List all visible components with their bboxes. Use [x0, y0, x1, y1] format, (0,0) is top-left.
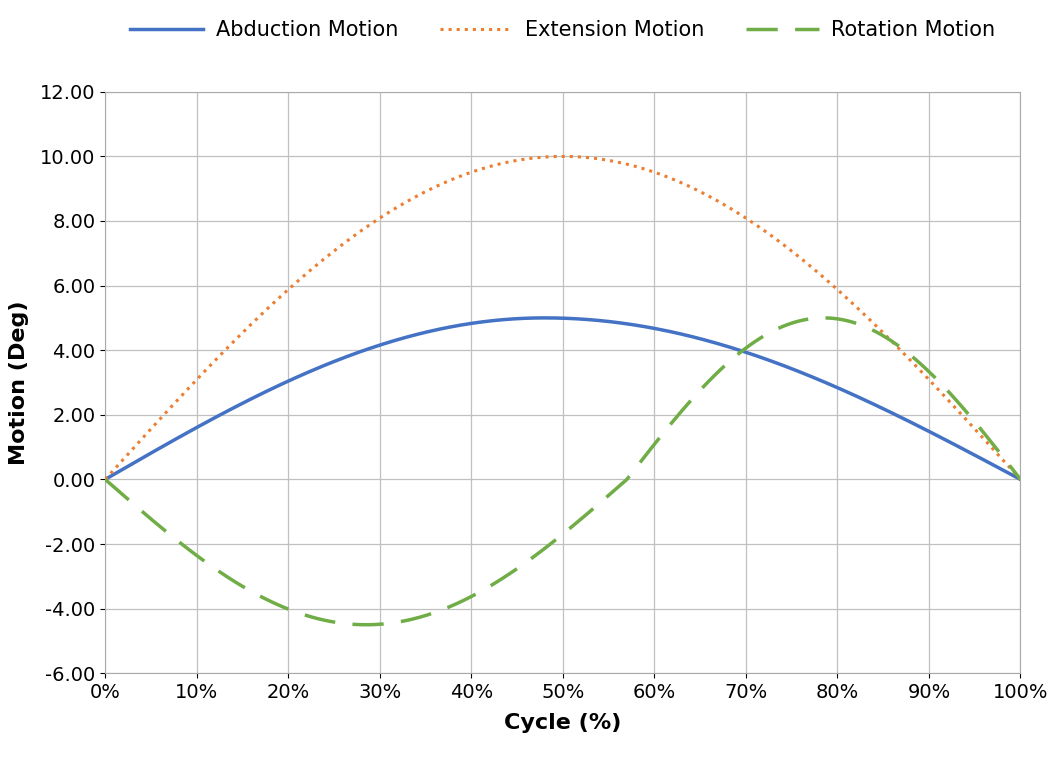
- Abduction Motion: [728, 344, 741, 353]
- X-axis label: Cycle (%): Cycle (%): [504, 713, 622, 733]
- Rotation Motion: [831, 314, 844, 324]
- Extension Motion: [728, 207, 741, 216]
- Rotation Motion: [193, 552, 205, 562]
- Abduction Motion: [99, 475, 112, 484]
- Line: Abduction Motion: Abduction Motion: [105, 318, 1020, 480]
- Extension Motion: [813, 269, 826, 278]
- Legend: Abduction Motion, Extension Motion, Rotation Motion: Abduction Motion, Extension Motion, Rota…: [122, 12, 1004, 49]
- Abduction Motion: [813, 376, 826, 385]
- Rotation Motion: [1014, 475, 1027, 484]
- Y-axis label: Motion (Deg): Motion (Deg): [8, 300, 28, 465]
- Abduction Motion: [502, 314, 514, 324]
- Extension Motion: [830, 284, 843, 293]
- Abduction Motion: [469, 318, 482, 327]
- Rotation Motion: [99, 475, 112, 484]
- Extension Motion: [1014, 475, 1027, 484]
- Rotation Motion: [728, 353, 741, 362]
- Rotation Motion: [817, 314, 830, 323]
- Line: Extension Motion: Extension Motion: [105, 156, 1020, 480]
- Abduction Motion: [193, 422, 205, 431]
- Rotation Motion: [813, 314, 826, 323]
- Extension Motion: [99, 475, 112, 484]
- Abduction Motion: [830, 382, 843, 392]
- Abduction Motion: [539, 314, 551, 323]
- Extension Motion: [193, 373, 205, 382]
- Rotation Motion: [470, 589, 483, 598]
- Extension Motion: [557, 151, 569, 161]
- Extension Motion: [502, 158, 514, 167]
- Rotation Motion: [503, 569, 515, 578]
- Abduction Motion: [1014, 475, 1027, 484]
- Line: Rotation Motion: Rotation Motion: [105, 318, 1020, 625]
- Extension Motion: [469, 166, 482, 175]
- Rotation Motion: [360, 620, 372, 630]
